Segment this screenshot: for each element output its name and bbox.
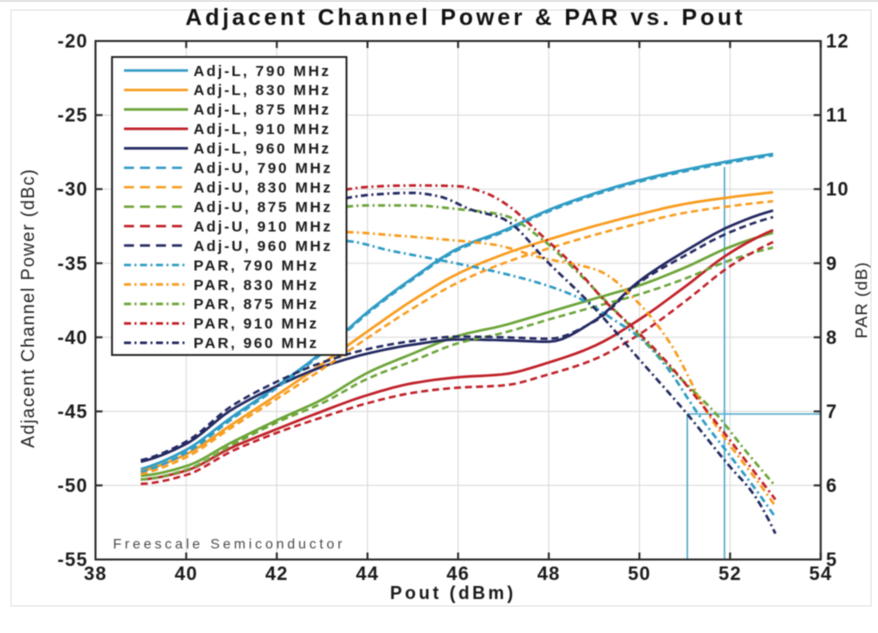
svg-text:-40: -40 xyxy=(58,328,88,349)
svg-text:PAR (dB): PAR (dB) xyxy=(852,262,871,339)
svg-text:-20: -20 xyxy=(58,32,88,53)
svg-text:Pout (dBm): Pout (dBm) xyxy=(390,583,516,603)
svg-text:52: 52 xyxy=(719,564,742,585)
svg-text:PAR, 960 MHz: PAR, 960 MHz xyxy=(194,335,319,352)
svg-text:54: 54 xyxy=(809,564,832,585)
svg-text:-55: -55 xyxy=(58,550,88,571)
svg-text:Adj-L, 910 MHz: Adj-L, 910 MHz xyxy=(194,121,331,138)
svg-text:12: 12 xyxy=(826,32,849,53)
svg-text:5: 5 xyxy=(826,550,838,571)
svg-text:Adj-L, 960 MHz: Adj-L, 960 MHz xyxy=(194,141,331,158)
svg-text:Adj-U, 790 MHz: Adj-U, 790 MHz xyxy=(194,160,333,177)
svg-text:46: 46 xyxy=(447,564,470,585)
svg-text:Adjacent Channel Power & PAR v: Adjacent Channel Power & PAR vs. Pout xyxy=(185,4,745,30)
svg-text:Freescale Semiconductor: Freescale Semiconductor xyxy=(113,536,345,552)
svg-text:9: 9 xyxy=(826,254,838,275)
svg-text:PAR, 875 MHz: PAR, 875 MHz xyxy=(194,296,319,313)
svg-text:7: 7 xyxy=(826,402,838,423)
svg-text:Adj-U, 875 MHz: Adj-U, 875 MHz xyxy=(194,199,333,216)
svg-text:38: 38 xyxy=(84,564,107,585)
svg-text:-50: -50 xyxy=(58,476,88,497)
svg-text:Adjacent Channel Power (dBc): Adjacent Channel Power (dBc) xyxy=(18,168,38,448)
svg-text:-45: -45 xyxy=(58,402,88,423)
svg-text:PAR, 790 MHz: PAR, 790 MHz xyxy=(194,257,319,274)
svg-text:-35: -35 xyxy=(58,254,88,275)
svg-text:Adj-U, 960 MHz: Adj-U, 960 MHz xyxy=(194,238,333,255)
svg-text:50: 50 xyxy=(628,564,651,585)
svg-text:Adj-L, 790 MHz: Adj-L, 790 MHz xyxy=(194,63,331,80)
svg-text:8: 8 xyxy=(826,328,838,349)
svg-text:Adj-L, 830 MHz: Adj-L, 830 MHz xyxy=(194,82,331,99)
svg-text:44: 44 xyxy=(356,564,379,585)
svg-text:6: 6 xyxy=(826,476,838,497)
svg-text:PAR, 830 MHz: PAR, 830 MHz xyxy=(194,277,319,294)
svg-text:Adj-U, 910 MHz: Adj-U, 910 MHz xyxy=(194,218,333,235)
svg-text:Adj-U, 830 MHz: Adj-U, 830 MHz xyxy=(194,180,333,197)
svg-text:42: 42 xyxy=(265,564,288,585)
svg-text:-30: -30 xyxy=(58,180,88,201)
svg-text:10: 10 xyxy=(826,180,849,201)
svg-text:-25: -25 xyxy=(58,106,88,127)
svg-text:48: 48 xyxy=(537,564,560,585)
svg-text:PAR, 910 MHz: PAR, 910 MHz xyxy=(194,316,319,333)
svg-text:40: 40 xyxy=(175,564,198,585)
svg-text:11: 11 xyxy=(826,106,848,127)
svg-text:Adj-L, 875 MHz: Adj-L, 875 MHz xyxy=(194,102,331,119)
